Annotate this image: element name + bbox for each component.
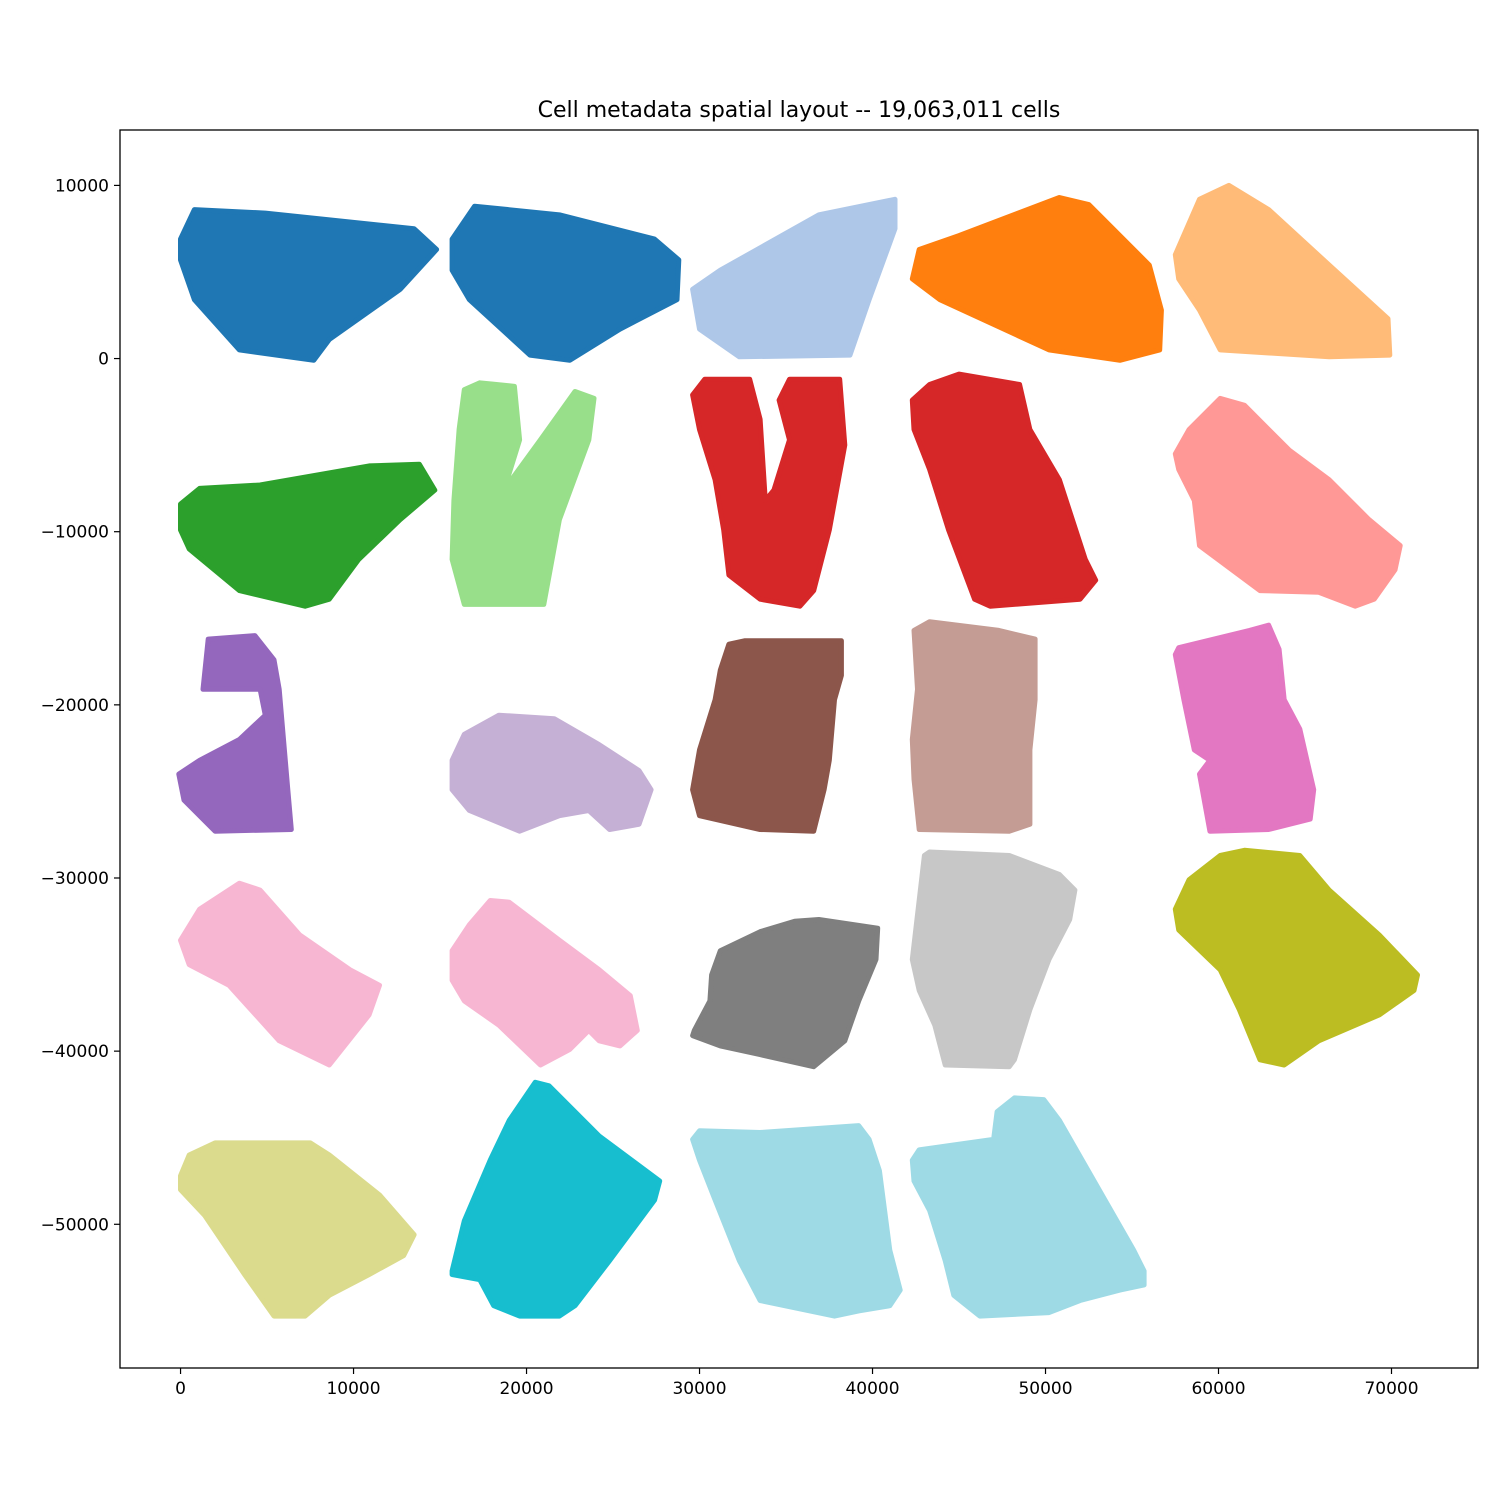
- y-axis: 10000 0 −10000 −20000 −30000 −40000 −50000: [41, 176, 120, 1235]
- cell-region-11: [176, 633, 294, 834]
- cell-region-7: [449, 380, 597, 607]
- cell-region-16: [178, 880, 382, 1068]
- cell-region-1: [178, 207, 440, 363]
- chart-title: Cell metadata spatial layout -- 19,063,0…: [538, 98, 1061, 123]
- cell-region-24: [909, 1095, 1147, 1319]
- x-tick-label: 40000: [845, 1379, 899, 1399]
- cell-region-9: [909, 371, 1099, 609]
- cell-region-19: [909, 849, 1078, 1070]
- cell-region-17: [449, 898, 640, 1068]
- y-tick-label: −50000: [41, 1215, 109, 1235]
- y-tick-label: 10000: [55, 176, 109, 196]
- cell-region-4: [909, 195, 1164, 363]
- y-tick-label: 0: [98, 350, 109, 370]
- y-tick-label: −10000: [41, 523, 109, 543]
- x-tick-label: 50000: [1018, 1379, 1072, 1399]
- plot-frame: [119, 129, 1479, 1369]
- cell-region-10: [1172, 395, 1403, 609]
- cell-region-15: [1172, 622, 1317, 834]
- x-tick-label: 0: [175, 1379, 186, 1399]
- data-regions: [176, 182, 1420, 1319]
- y-tick-label: −20000: [41, 696, 109, 716]
- cell-region-23: [690, 1123, 903, 1319]
- cell-region-3: [690, 196, 898, 360]
- cell-region-2: [449, 203, 682, 363]
- x-tick-label: 10000: [326, 1379, 380, 1399]
- cell-region-22: [449, 1079, 663, 1319]
- x-axis: 0 10000 20000 30000 40000 50000 60000 70000: [175, 1368, 1419, 1399]
- x-tick-label: 20000: [499, 1379, 553, 1399]
- cell-region-12: [449, 712, 654, 834]
- cell-region-8: [690, 376, 848, 609]
- y-tick-label: −30000: [41, 869, 109, 889]
- x-tick-label: 70000: [1364, 1379, 1418, 1399]
- cell-region-13: [690, 638, 844, 834]
- cell-region-14: [909, 619, 1038, 834]
- x-tick-label: 60000: [1191, 1379, 1245, 1399]
- cell-region-20: [1172, 847, 1420, 1068]
- y-tick-label: −40000: [41, 1042, 109, 1062]
- cell-region-5: [1172, 182, 1393, 360]
- cell-region-18: [690, 917, 881, 1070]
- x-tick-label: 30000: [672, 1379, 726, 1399]
- cell-region-21: [178, 1140, 417, 1319]
- cell-region-6: [178, 461, 438, 609]
